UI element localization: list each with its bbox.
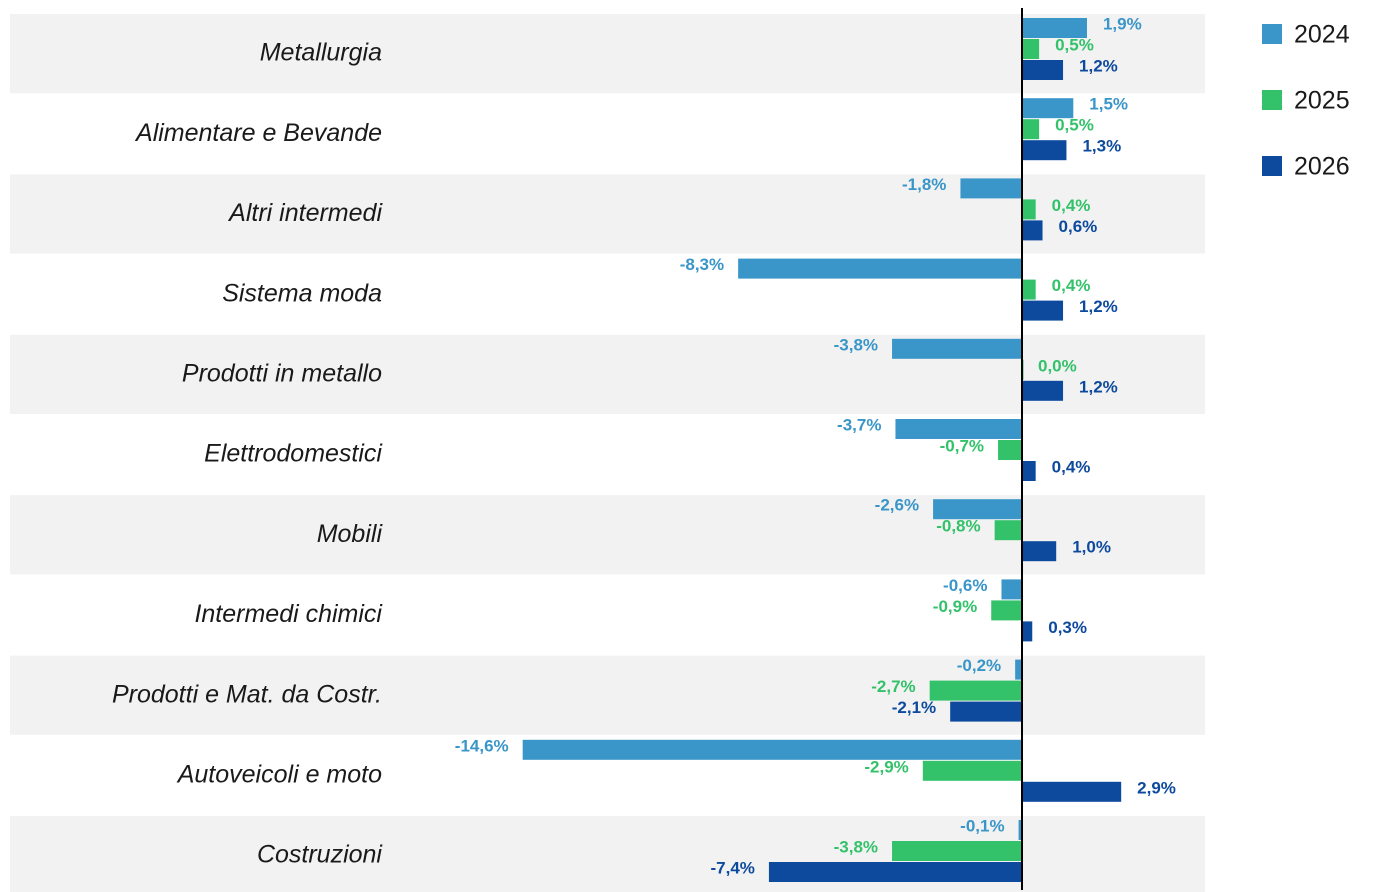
value-label: -7,4% [710, 858, 754, 877]
value-label: 1,2% [1079, 56, 1118, 75]
value-label: 1,2% [1079, 297, 1118, 316]
value-label: 1,5% [1089, 95, 1128, 114]
value-label: 1,3% [1082, 137, 1121, 156]
bar [1022, 220, 1043, 241]
bar [960, 178, 1022, 199]
value-label: -3,8% [834, 335, 878, 354]
category-label: Elettrodomestici [204, 440, 383, 468]
value-label: 0,3% [1048, 618, 1087, 637]
value-label: -14,6% [455, 736, 509, 755]
category-label: Prodotti e Mat. da Costr. [112, 680, 382, 708]
bar [1001, 579, 1022, 600]
bar [929, 680, 1022, 701]
value-label: 0,6% [1059, 217, 1098, 236]
bar [892, 338, 1022, 359]
bar [1022, 279, 1036, 300]
bar [1022, 300, 1064, 321]
value-label: -2,7% [871, 677, 915, 696]
bar [998, 440, 1022, 460]
bar [922, 760, 1022, 781]
value-label: 0,5% [1055, 116, 1094, 135]
value-label: -0,8% [936, 517, 980, 536]
value-label: 0,0% [1038, 356, 1077, 375]
bar [1015, 659, 1022, 680]
value-label: 1,9% [1103, 14, 1142, 33]
bar [1022, 119, 1040, 140]
bar [1022, 18, 1087, 38]
bar [1022, 39, 1040, 59]
value-label: -3,7% [837, 415, 881, 434]
bar [1022, 781, 1122, 802]
value-label: -0,2% [957, 656, 1001, 675]
legend-label: 2026 [1294, 153, 1350, 181]
category-label: Intermedi chimici [194, 600, 383, 628]
bar [768, 862, 1022, 882]
value-label: -1,8% [902, 175, 946, 194]
bar [892, 841, 1022, 861]
value-label: -8,3% [680, 255, 724, 274]
bar [1022, 461, 1036, 481]
legend-label: 2025 [1294, 87, 1350, 115]
value-label: -0,6% [943, 576, 987, 595]
bar [950, 701, 1022, 722]
bar [738, 258, 1022, 279]
bar [991, 600, 1022, 621]
value-label: -2,9% [864, 757, 908, 776]
value-label: -3,8% [834, 837, 878, 856]
bar [895, 419, 1022, 439]
legend-swatch [1262, 156, 1282, 176]
legend-swatch [1262, 90, 1282, 110]
value-label: 0,4% [1052, 196, 1091, 215]
value-label: -0,1% [960, 816, 1004, 835]
bar [1022, 199, 1036, 220]
category-label: Metallurgia [260, 39, 382, 67]
bar [522, 739, 1022, 760]
category-label: Prodotti in metallo [182, 360, 382, 388]
category-label: Altri intermedi [227, 199, 383, 227]
bar [994, 520, 1022, 541]
value-label: -2,1% [892, 698, 936, 717]
row-band [10, 14, 1205, 94]
bar [1022, 60, 1064, 80]
value-label: -0,7% [940, 436, 984, 455]
bar [1022, 541, 1057, 562]
row-band [10, 495, 1205, 575]
row-band [10, 816, 1205, 892]
value-label: 0,5% [1055, 35, 1094, 54]
value-label: 0,4% [1052, 457, 1091, 476]
bar [933, 499, 1022, 520]
category-label: Alimentare e Bevande [134, 119, 382, 147]
value-label: 1,2% [1079, 377, 1118, 396]
legend-label: 2024 [1294, 21, 1350, 49]
value-label: 0,4% [1052, 276, 1091, 295]
bar [1022, 621, 1033, 642]
value-label: -0,9% [933, 597, 977, 616]
category-label: Mobili [317, 520, 384, 548]
bar [1022, 98, 1074, 119]
value-label: 2,9% [1137, 778, 1176, 797]
bar [1018, 820, 1022, 840]
category-label: Autoveicoli e moto [176, 761, 382, 789]
value-label: -2,6% [875, 496, 919, 515]
bar [1022, 140, 1067, 161]
bar [1022, 380, 1064, 401]
value-label: 1,0% [1072, 538, 1111, 557]
category-label: Costruzioni [257, 841, 383, 869]
legend-swatch [1262, 24, 1282, 44]
category-label: Sistema moda [222, 279, 382, 307]
